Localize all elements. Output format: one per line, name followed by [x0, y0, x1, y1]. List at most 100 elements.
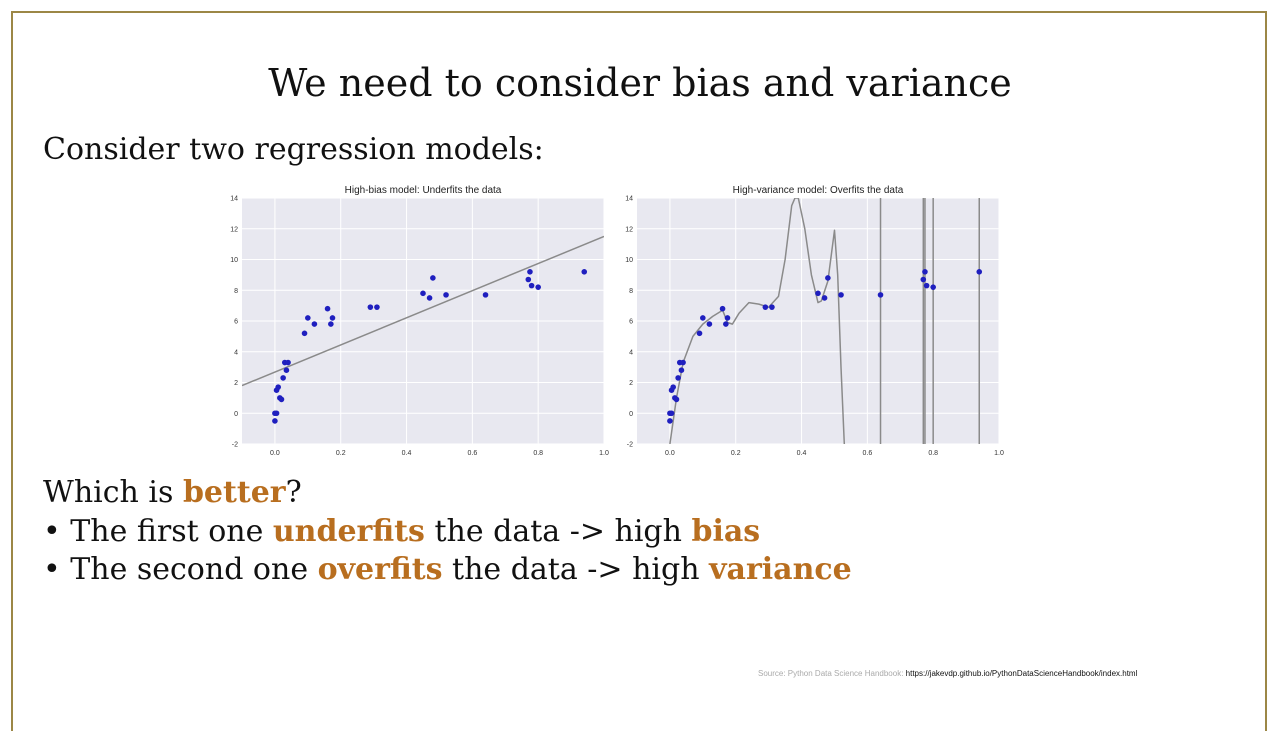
plot-layer: [667, 198, 983, 444]
y-tick-label: 10: [230, 257, 238, 264]
data-point: [272, 418, 278, 424]
question-end: ?: [285, 475, 302, 510]
bullet-highlight: bias: [691, 513, 761, 549]
bullet-item: • The second one overfits the data -> hi…: [43, 551, 852, 590]
slide-title: We need to consider bias and variance: [268, 61, 1012, 105]
data-point: [305, 315, 311, 321]
y-tick-label: 12: [625, 226, 633, 233]
plot-layer: [242, 235, 604, 424]
data-point: [877, 292, 884, 298]
data-point: [670, 384, 676, 390]
question-line: Which is better?: [43, 474, 852, 513]
source-link[interactable]: https://jakevdp.github.io/PythonDataScie…: [905, 669, 1138, 678]
data-point: [285, 359, 291, 366]
x-tick-label: 0.8: [533, 450, 543, 457]
bullet-marker: •: [43, 513, 71, 549]
y-tick-label: 8: [629, 288, 633, 295]
y-tick-label: -2: [232, 442, 238, 449]
data-point: [923, 282, 930, 289]
data-point: [374, 304, 380, 310]
data-point: [922, 269, 928, 275]
data-point: [528, 282, 535, 289]
fit-line: [242, 235, 604, 387]
data-point: [762, 304, 769, 310]
bullet-highlight: variance: [709, 552, 852, 587]
y-tick-label: -2: [627, 442, 633, 449]
data-point: [328, 321, 334, 327]
bullet-marker: •: [43, 552, 71, 587]
data-point: [821, 295, 828, 301]
x-tick-label: 0.8: [928, 450, 938, 457]
data-point: [275, 384, 281, 390]
data-point: [324, 305, 331, 312]
data-point: [278, 396, 285, 403]
y-tick-label: 10: [625, 257, 633, 264]
source-citation: Source: Python Data Science Handbook: ht…: [758, 669, 1137, 678]
source-label: Source: Python Data Science Handbook:: [758, 669, 904, 678]
bullet-item: • The first one underfits the data -> hi…: [43, 513, 852, 552]
y-tick-label: 8: [234, 288, 238, 295]
data-point: [930, 284, 936, 290]
y-tick-label: 12: [230, 226, 238, 233]
y-tick-label: 14: [625, 196, 633, 203]
data-point: [535, 284, 541, 290]
data-point: [838, 292, 844, 298]
y-tick-label: 6: [234, 319, 238, 326]
data-point: [723, 321, 729, 327]
data-point: [706, 321, 713, 327]
x-tick-label: 1.0: [994, 450, 1004, 457]
chart-title: High-variance model: Overfits the data: [733, 185, 904, 196]
data-point: [301, 330, 308, 337]
data-point: [430, 275, 436, 281]
data-point: [283, 367, 290, 373]
bullet-list: Which is better? • The first one underfi…: [43, 474, 852, 590]
question-highlight: better: [182, 475, 286, 510]
data-point: [443, 292, 449, 298]
y-tick-label: 4: [629, 349, 633, 356]
data-point: [525, 276, 532, 283]
data-point: [482, 292, 489, 298]
data-point: [724, 315, 731, 321]
bullet-text: the data -> high: [442, 552, 710, 587]
data-point: [668, 410, 675, 417]
data-point: [280, 375, 286, 381]
data-point: [273, 410, 280, 417]
x-tick-label: 0.6: [467, 450, 477, 457]
x-tick-label: 0.0: [665, 450, 675, 457]
bullet-highlight: overfits: [317, 552, 443, 587]
data-point: [700, 315, 706, 321]
data-point: [696, 330, 703, 337]
data-point: [426, 295, 433, 301]
x-tick-label: 0.4: [797, 450, 807, 457]
intro-text: Consider two regression models:: [43, 132, 544, 167]
data-point: [420, 290, 426, 297]
data-point: [680, 359, 686, 366]
high-variance-chart: 0.0 0.2 0.4 0.6 0.8 1.0 -2 0 2 4 6 8 10 12 14 High-vari…: [625, 185, 1004, 457]
x-tick-label: 0.6: [862, 450, 872, 457]
bullet-text: The first one: [70, 513, 273, 549]
x-tick-label: 0.4: [402, 450, 412, 457]
data-point: [769, 304, 775, 310]
x-tick-label: 0.0: [270, 450, 280, 457]
data-point: [329, 315, 336, 321]
y-tick-label: 14: [230, 196, 238, 203]
x-tick-label: 0.2: [731, 450, 741, 457]
bullet-text: the data -> high: [424, 513, 692, 549]
data-point: [920, 276, 927, 283]
data-point: [825, 275, 831, 281]
data-point: [581, 269, 588, 275]
y-tick-label: 2: [234, 380, 238, 387]
data-point: [678, 367, 685, 373]
data-point: [675, 375, 681, 381]
data-point: [527, 269, 533, 275]
y-tick-label: 4: [234, 349, 238, 356]
y-tick-label: 0: [629, 411, 633, 418]
x-tick-label: 1.0: [599, 450, 609, 457]
x-tick-label: 0.2: [336, 450, 346, 457]
y-tick-label: 2: [629, 380, 633, 387]
data-point: [667, 418, 673, 424]
slide-frame: [11, 11, 1267, 731]
question-text: Which is: [43, 475, 183, 510]
data-point: [719, 305, 726, 312]
y-tick-label: 0: [234, 411, 238, 418]
